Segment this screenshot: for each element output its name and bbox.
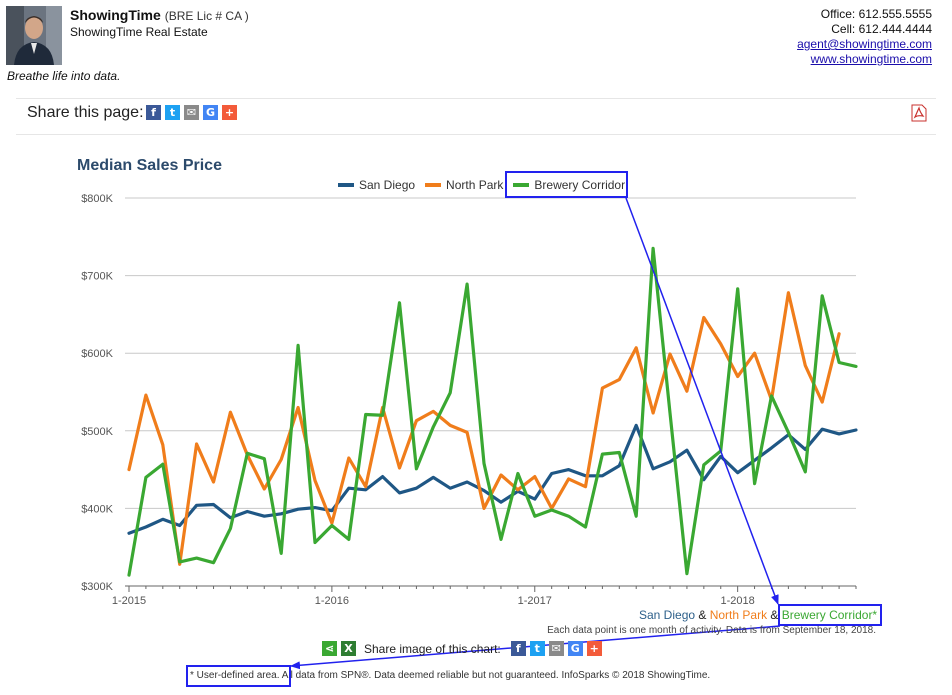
share-page-icons: f t ✉ G + — [146, 105, 237, 120]
email-icon[interactable]: ✉ — [184, 105, 199, 120]
share-image-label: Share image of this chart: — [364, 641, 501, 656]
twitter-icon[interactable]: t — [165, 105, 180, 120]
axis-layer: $300K $400K $500K $600K $700K $800K 1-2015 1-20… — [81, 193, 857, 607]
x-tick-label: 1-2015 — [112, 595, 146, 607]
legend-label: North Park — [446, 178, 504, 192]
footer-disclaimer: * User-defined area. All data from SPN®.… — [190, 670, 711, 681]
y-tick-label: $300K — [81, 581, 113, 593]
credit-san-diego: San Diego — [639, 608, 696, 622]
credit-north-park: North Park — [709, 608, 768, 622]
legend-swatch — [513, 183, 530, 187]
x-tick-label: 1-2016 — [315, 595, 349, 607]
agent-name: ShowingTime (BRE Lic # CA ) — [70, 7, 249, 23]
share-icon[interactable]: ⋖ — [322, 641, 337, 656]
website-link[interactable]: www.showingtime.com — [810, 52, 932, 66]
legend-swatch — [338, 183, 354, 187]
data-note: Each data point is one month of activity… — [547, 625, 876, 636]
series-layer — [127, 246, 858, 577]
agent-license: (BRE Lic # CA ) — [164, 9, 249, 23]
facebook-icon[interactable]: f — [510, 641, 526, 656]
credit-amp: & — [695, 608, 710, 622]
y-tick-label: $600K — [81, 348, 113, 360]
excel-icon[interactable]: X — [341, 641, 356, 656]
y-tick-label: $500K — [81, 426, 113, 438]
credit-amp: & — [767, 608, 782, 622]
tagline: Breathe life into data. — [7, 69, 121, 83]
divider-bottom — [16, 134, 936, 135]
office-phone: Office: 612.555.5555 — [820, 7, 932, 21]
pdf-icon[interactable] — [911, 104, 927, 122]
google-icon[interactable]: G — [203, 105, 218, 120]
email-link[interactable]: agent@showingtime.com — [797, 37, 932, 51]
plus-icon[interactable]: + — [586, 641, 602, 656]
series-line-brewery-corridor[interactable] — [127, 246, 858, 577]
grid-layer — [125, 197, 856, 587]
chart-title: Median Sales Price — [77, 157, 222, 174]
agent-company: ShowingTime Real Estate — [70, 25, 208, 39]
divider-top — [16, 98, 936, 99]
x-tick-label: 1-2017 — [518, 595, 552, 607]
y-tick-label: $400K — [81, 503, 113, 515]
chart-legend: San Diego North Park Brewery Corridor — [338, 178, 625, 192]
y-tick-label: $800K — [81, 193, 113, 205]
contact-block: Office: 612.555.5555 Cell: 612.444.4444 … — [797, 7, 932, 67]
legend-item-north-park[interactable]: North Park — [425, 178, 503, 192]
series-line-san-diego[interactable] — [127, 423, 858, 535]
cell-phone: Cell: 612.444.4444 — [831, 22, 932, 36]
email-icon[interactable]: ✉ — [548, 641, 564, 656]
facebook-icon[interactable]: f — [146, 105, 161, 120]
legend-item-brewery-corridor[interactable]: Brewery Corridor — [513, 178, 625, 192]
callout-box-credit — [778, 604, 882, 626]
plus-icon[interactable]: + — [222, 105, 237, 120]
legend-item-san-diego[interactable]: San Diego — [338, 178, 415, 192]
callout-box-legend — [505, 171, 628, 198]
legend-label: Brewery Corridor — [534, 178, 626, 192]
agent-name-text: ShowingTime — [70, 7, 161, 23]
share-image-row: ⋖ X Share image of this chart: f t ✉ G + — [322, 641, 602, 656]
agent-photo — [6, 6, 62, 65]
y-tick-label: $700K — [81, 271, 113, 283]
x-tick-label: 1-2018 — [721, 595, 755, 607]
legend-swatch — [425, 183, 442, 187]
series-credit: San Diego & North Park & Brewery Corrido… — [639, 608, 877, 622]
credit-brewery-corridor: Brewery Corridor* — [781, 608, 878, 622]
callout-box-footnote — [186, 665, 291, 687]
legend-label: San Diego — [359, 178, 416, 192]
share-page-label: Share this page: — [27, 104, 144, 121]
google-icon[interactable]: G — [567, 641, 583, 656]
twitter-icon[interactable]: t — [529, 641, 545, 656]
annotation-arrow — [625, 197, 779, 605]
